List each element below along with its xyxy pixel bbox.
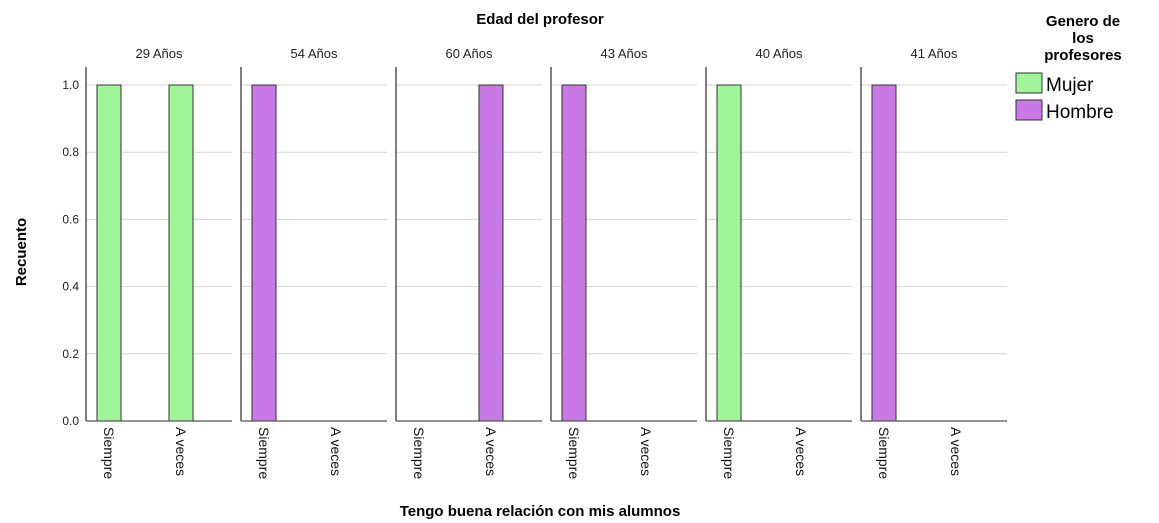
category-label: Siempre xyxy=(721,427,737,479)
panel-label: 41 Años xyxy=(911,46,958,61)
legend-title-line-3: profesores xyxy=(1044,47,1122,64)
y-tick-label: 0.4 xyxy=(62,280,79,294)
legend-label-mujer: Mujer xyxy=(1046,75,1094,96)
x-axis-title: Tengo buena relación con mis alumnos xyxy=(400,503,681,520)
bar-hombre xyxy=(561,84,587,422)
y-tick-label: 0.2 xyxy=(62,347,79,361)
category-label: A veces xyxy=(483,427,499,476)
category-label: Siempre xyxy=(566,427,582,479)
bar-hombre xyxy=(251,84,277,422)
panel-label: 29 Años xyxy=(136,46,183,61)
legend-title-line-1: Genero de xyxy=(1046,13,1120,30)
legend: Genero de los profesores Mujer Hombre xyxy=(1015,13,1122,123)
category-label: Siempre xyxy=(101,427,117,479)
bars xyxy=(96,84,897,422)
y-tick-label: 0.8 xyxy=(62,145,79,159)
bar-hombre xyxy=(871,84,897,422)
y-tick-label: 0.6 xyxy=(62,212,79,226)
category-label: A veces xyxy=(173,427,189,476)
category-label: A veces xyxy=(638,427,654,476)
y-tick-label: 1.0 xyxy=(62,78,79,92)
category-label: A veces xyxy=(793,427,809,476)
legend-swatch-mujer xyxy=(1015,72,1043,94)
panel-label: 43 Años xyxy=(601,46,648,61)
facet-title: Edad del profesor xyxy=(476,11,604,28)
legend-swatch-hombre xyxy=(1015,99,1043,121)
legend-label-hombre: Hombre xyxy=(1046,102,1114,123)
axes xyxy=(85,67,1007,422)
panel-label: 60 Años xyxy=(446,46,493,61)
y-axis-title: Recuento xyxy=(13,218,30,286)
panel-label: 40 Años xyxy=(756,46,803,61)
category-label: Siempre xyxy=(411,427,427,479)
category-label: A veces xyxy=(328,427,344,476)
y-tick-label: 0.0 xyxy=(62,414,79,428)
category-label: A veces xyxy=(948,427,964,476)
bar-mujer xyxy=(96,84,122,422)
panel-label: 54 Años xyxy=(291,46,338,61)
bar-mujer xyxy=(168,84,194,422)
bar-hombre xyxy=(478,84,504,422)
gridlines xyxy=(86,84,1007,422)
category-label: Siempre xyxy=(876,427,892,479)
category-label: Siempre xyxy=(256,427,272,479)
legend-title-line-2: los xyxy=(1072,30,1094,47)
bar-mujer xyxy=(716,84,742,422)
labels: Edad del profesor Tengo buena relación c… xyxy=(13,11,964,520)
